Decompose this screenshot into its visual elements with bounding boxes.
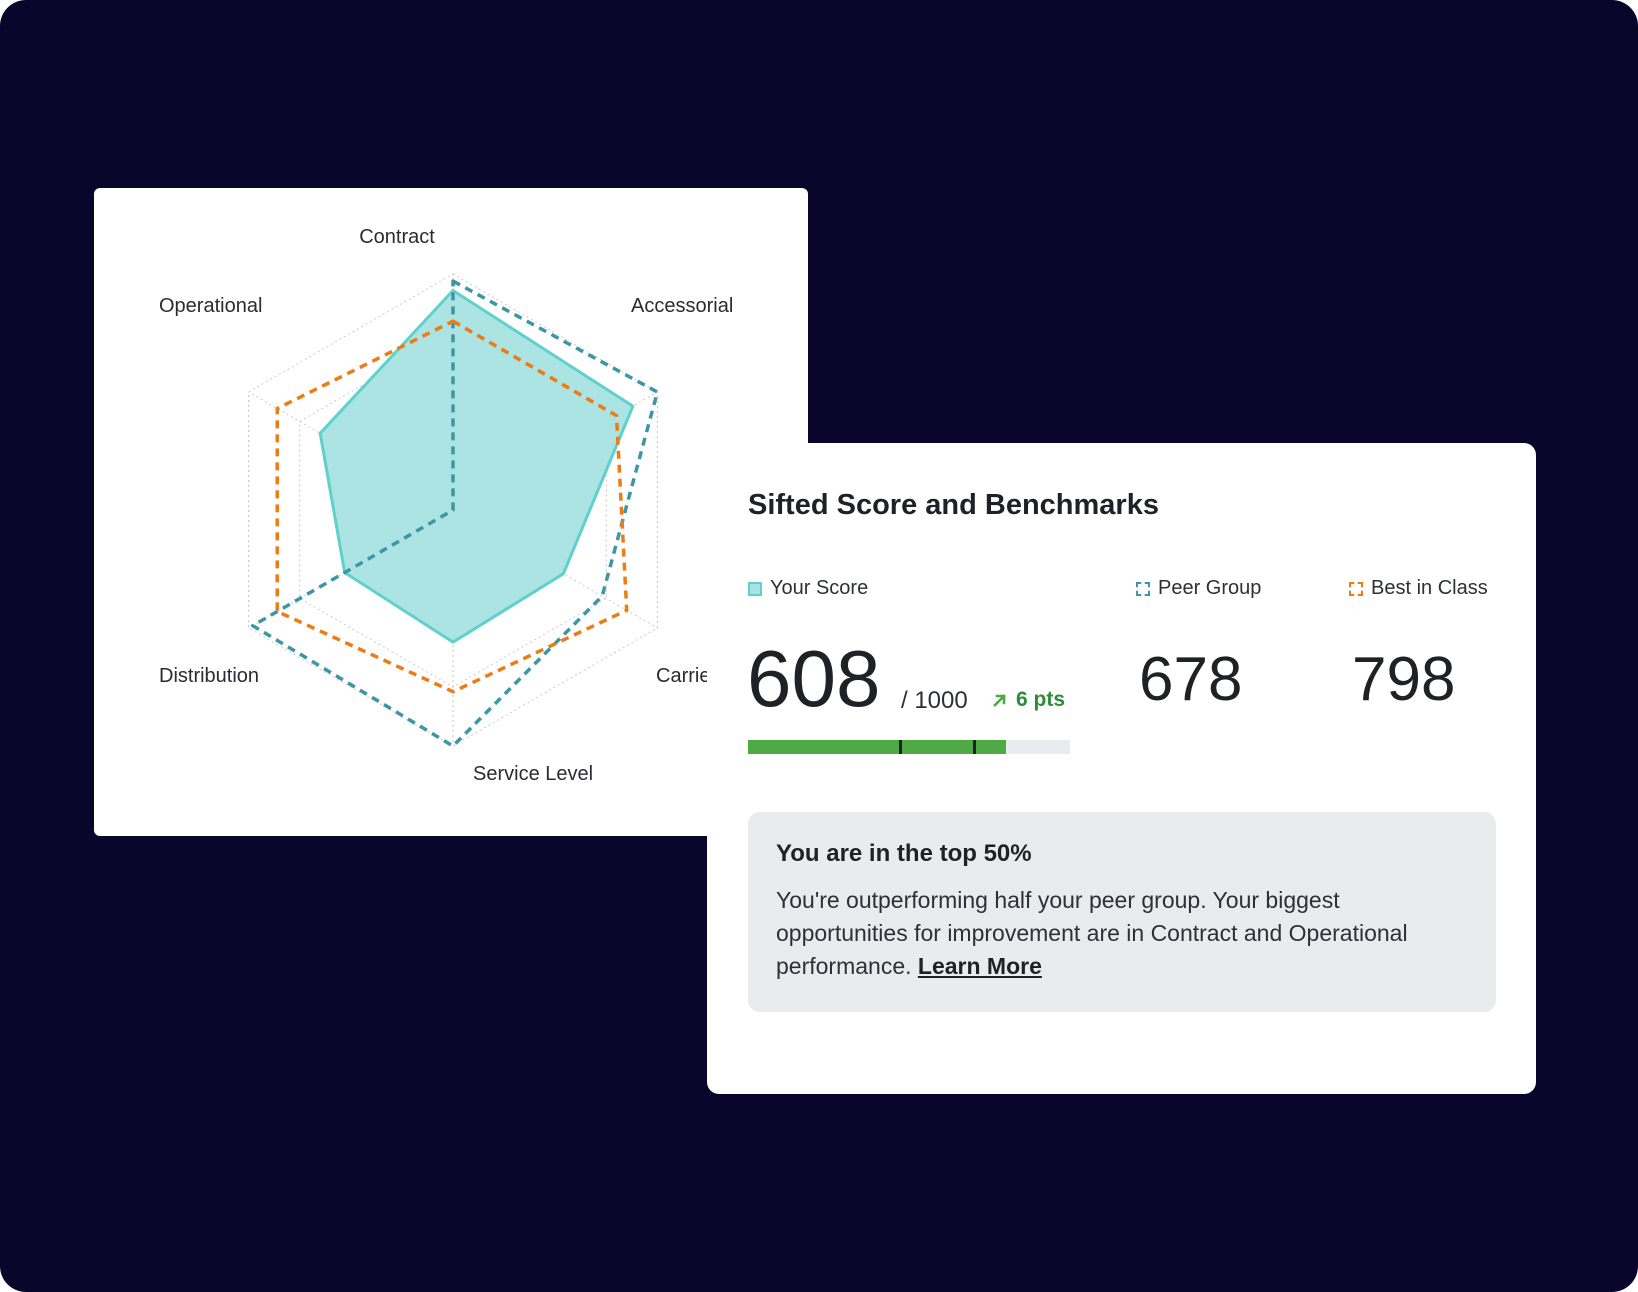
peer-group-swatch xyxy=(1136,581,1150,596)
your-score-value: 608 xyxy=(747,634,881,723)
radar-chart-card: Contract Accessorial Carrie Service Level Di… xyxy=(94,188,808,836)
score-progress-bar xyxy=(748,740,1070,754)
insight-body-container: You're outperforming half your peer grou… xyxy=(776,884,1468,983)
insight-body: You're outperforming half your peer grou… xyxy=(776,887,1408,979)
score-progress-fill xyxy=(748,740,1006,754)
radar-axis-label: Service Level xyxy=(473,763,593,785)
radar-grid-spoke xyxy=(248,509,454,629)
radar-axis-label: Carrie xyxy=(656,665,710,687)
score-max: / 1000 xyxy=(901,687,968,714)
progress-tick xyxy=(899,740,903,754)
radar-axis-label: Contract xyxy=(359,226,435,248)
radar-axis-label: Distribution xyxy=(159,665,259,687)
trend-value: 6 pts xyxy=(1016,688,1066,711)
legend-your-score: Your Score xyxy=(748,577,868,600)
radar-axis-label: Operational xyxy=(159,295,262,317)
radar-grid-spoke xyxy=(248,391,454,511)
radar-series-peer-group xyxy=(250,279,660,748)
score-benchmarks-card: Sifted Score and Benchmarks Your Score P… xyxy=(707,443,1536,1094)
arrow-up-right-icon xyxy=(993,694,1006,707)
peer-group-value: 678 xyxy=(1139,645,1243,714)
legend-peer-group-label: Peer Group xyxy=(1158,577,1262,599)
insight-title: You are in the top 50% xyxy=(776,840,1032,867)
insight-box: You are in the top 50% You're outperform… xyxy=(748,812,1496,1012)
radar-chart: Contract Accessorial Carrie Service Level Di… xyxy=(159,226,733,785)
radar-series-best-in-class xyxy=(275,319,629,694)
radar-axis-label: Accessorial xyxy=(631,295,733,317)
score-trend: 6 pts xyxy=(992,688,1065,712)
card-title: Sifted Score and Benchmarks xyxy=(748,489,1159,521)
legend-best-in-class-label: Best in Class xyxy=(1371,577,1488,599)
legend-your-score-label: Your Score xyxy=(770,577,869,599)
legend-peer-group: Peer Group xyxy=(1136,577,1261,600)
your-score-swatch xyxy=(748,581,762,596)
radar-series-your-score xyxy=(318,289,635,644)
radar-grid-spoke xyxy=(452,509,658,629)
best-in-class-swatch xyxy=(1349,581,1363,596)
progress-tick xyxy=(973,740,977,754)
best-in-class-value: 798 xyxy=(1352,645,1456,714)
learn-more-link[interactable]: Learn More xyxy=(917,953,1042,979)
legend-best-in-class: Best in Class xyxy=(1349,577,1488,600)
